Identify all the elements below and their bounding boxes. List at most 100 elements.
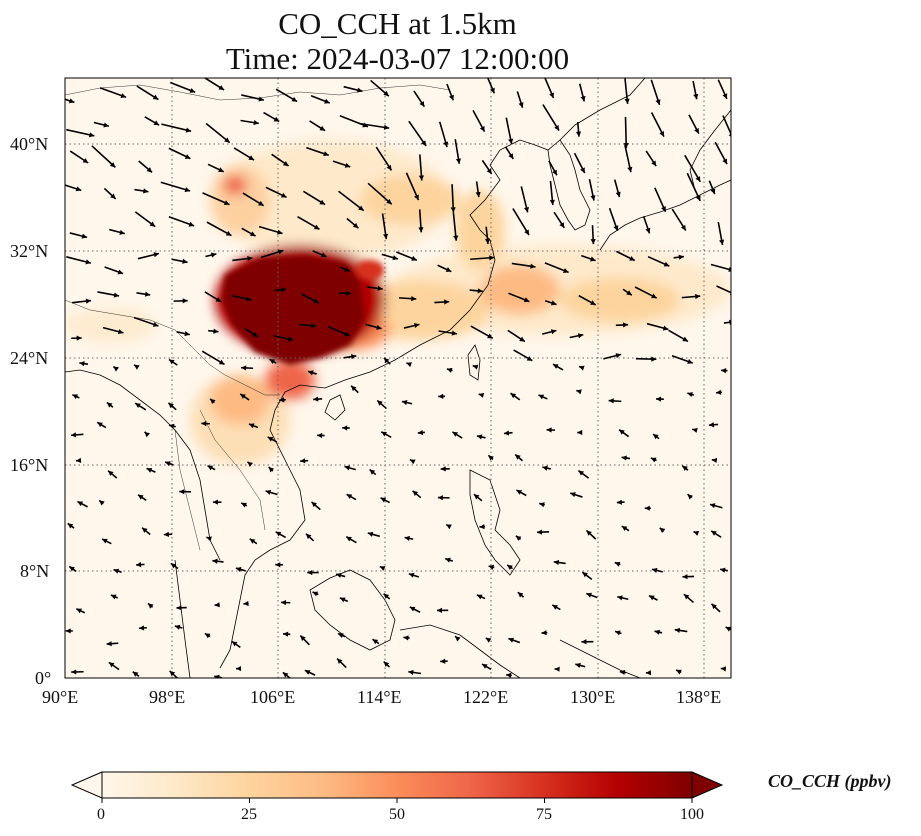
wind-vector-head-161 bbox=[113, 366, 119, 372]
wind-vector-29 bbox=[358, 122, 390, 129]
wind-vector-head-342 bbox=[132, 671, 139, 677]
wind-vector-head-85 bbox=[249, 231, 256, 237]
wind-vector-69 bbox=[367, 182, 393, 205]
colorbar-tick-25: 25 bbox=[241, 806, 257, 823]
wind-vector-head-37 bbox=[659, 130, 664, 137]
coastlines bbox=[65, 78, 731, 678]
wind-vector-head-43 bbox=[184, 154, 191, 159]
wind-vector-head-297 bbox=[651, 567, 658, 573]
wind-vector-head-158 bbox=[682, 336, 688, 342]
wind-vector-head-284 bbox=[212, 558, 218, 564]
wind-vector-head-272 bbox=[479, 524, 485, 530]
wind-vector-head-268 bbox=[346, 536, 352, 542]
wind-vector-139 bbox=[716, 285, 731, 294]
wind-vector-head-327 bbox=[300, 635, 306, 641]
wind-vector-head-70 bbox=[414, 194, 419, 201]
wind-vector-head-63 bbox=[184, 187, 191, 193]
wind-vector-head-185 bbox=[240, 393, 246, 399]
wind-vector-head-47 bbox=[323, 151, 329, 157]
wind-vector-head-13 bbox=[518, 102, 524, 108]
wind-vector-head-306 bbox=[280, 599, 287, 606]
wind-vector-head-324 bbox=[204, 633, 211, 639]
wind-vector-head-259 bbox=[709, 503, 716, 509]
wind-vector-head-292 bbox=[488, 564, 495, 570]
wind-vector-head-295 bbox=[582, 572, 588, 578]
wind-vector-head-192 bbox=[478, 392, 485, 398]
wind-vector-head-12 bbox=[489, 87, 495, 94]
wind-vector-head-249 bbox=[380, 497, 387, 503]
wind-vector-head-316 bbox=[617, 595, 623, 601]
wind-vector-head-163 bbox=[168, 359, 175, 365]
wind-vector-head-24 bbox=[224, 137, 230, 143]
wind-vector-head-2 bbox=[152, 94, 159, 100]
wind-vector-head-204 bbox=[201, 421, 207, 427]
wind-vector-head-138 bbox=[695, 293, 701, 300]
wind-vector-head-162 bbox=[134, 364, 140, 370]
wind-vector-head-20 bbox=[88, 132, 95, 138]
wind-vector-head-213 bbox=[503, 430, 510, 436]
wind-vector-head-314 bbox=[552, 604, 558, 610]
wind-vector-head-0 bbox=[68, 98, 75, 104]
wind-vector-head-332 bbox=[485, 637, 492, 643]
wind-vector-head-194 bbox=[538, 394, 545, 400]
wind-vector-head-76 bbox=[615, 191, 621, 198]
wind-vector-head-289 bbox=[379, 566, 386, 571]
colorbar bbox=[70, 771, 724, 803]
wind-vector-head-145 bbox=[252, 331, 258, 337]
wind-vector-head-128 bbox=[345, 290, 352, 296]
wind-vector-head-50 bbox=[418, 175, 425, 181]
wind-vector-head-264 bbox=[206, 536, 212, 542]
wind-vector-head-238 bbox=[682, 465, 688, 471]
wind-vector-head-33 bbox=[508, 138, 514, 145]
wind-vector-head-305 bbox=[243, 600, 249, 607]
wind-vector-head-9 bbox=[383, 90, 389, 97]
wind-vector-head-64 bbox=[223, 200, 230, 206]
wind-vector-head-223 bbox=[165, 461, 171, 467]
wind-vector-head-108 bbox=[344, 267, 350, 272]
wind-vector-head-288 bbox=[336, 572, 342, 578]
wind-vector-head-52 bbox=[486, 168, 492, 174]
wind-vector-head-315 bbox=[586, 592, 592, 598]
wind-vector-head-160 bbox=[79, 361, 85, 367]
wind-vector-head-168 bbox=[350, 354, 357, 360]
wind-vector-head-117 bbox=[663, 261, 670, 267]
wind-vector-head-199 bbox=[716, 389, 722, 395]
colorbar-tick-100: 100 bbox=[680, 806, 704, 823]
wind-vector-head-59 bbox=[722, 158, 728, 165]
wind-vector-head-143 bbox=[184, 331, 190, 337]
wind-vector-head-266 bbox=[275, 531, 282, 537]
wind-vector-head-304 bbox=[214, 602, 220, 608]
wind-vector-head-356 bbox=[619, 669, 626, 676]
wind-vector-head-344 bbox=[214, 674, 220, 678]
wind-vector-head-239 bbox=[711, 457, 718, 463]
wind-vector-head-302 bbox=[147, 603, 154, 609]
wind-vector-head-353 bbox=[506, 672, 512, 678]
wind-vector-head-331 bbox=[455, 636, 461, 642]
wind-vector-head-65 bbox=[258, 200, 264, 206]
colorbar-gradient bbox=[101, 771, 693, 799]
wind-vector-head-329 bbox=[372, 639, 379, 645]
wind-vector-head-137 bbox=[651, 293, 657, 299]
wind-vector-head-78 bbox=[695, 195, 701, 201]
wind-vector-head-290 bbox=[408, 572, 415, 578]
wind-vector-head-220 bbox=[75, 457, 82, 463]
wind-vector-head-169 bbox=[383, 357, 390, 364]
wind-vector-head-131 bbox=[444, 299, 450, 305]
wind-vector-head-279 bbox=[711, 530, 717, 536]
wind-vector-head-240 bbox=[77, 501, 84, 507]
wind-vector-head-156 bbox=[622, 322, 629, 328]
wind-vector-head-346 bbox=[282, 672, 289, 678]
wind-vector-head-269 bbox=[367, 531, 374, 537]
wind-vector-head-67 bbox=[319, 199, 326, 205]
wind-vector-head-68 bbox=[358, 205, 364, 211]
wind-vector-head-219 bbox=[708, 422, 715, 428]
lat-tick-8: 8°N bbox=[20, 561, 50, 581]
wind-vector-head-31 bbox=[443, 141, 449, 148]
colorbar-tick-0: 0 bbox=[97, 806, 105, 823]
wind-vector-head-167 bbox=[308, 370, 314, 376]
wind-vector-head-206 bbox=[267, 436, 274, 442]
wind-vector-head-181 bbox=[106, 402, 113, 408]
wind-vector-head-232 bbox=[488, 455, 494, 461]
wind-vector-head-119 bbox=[728, 266, 731, 272]
